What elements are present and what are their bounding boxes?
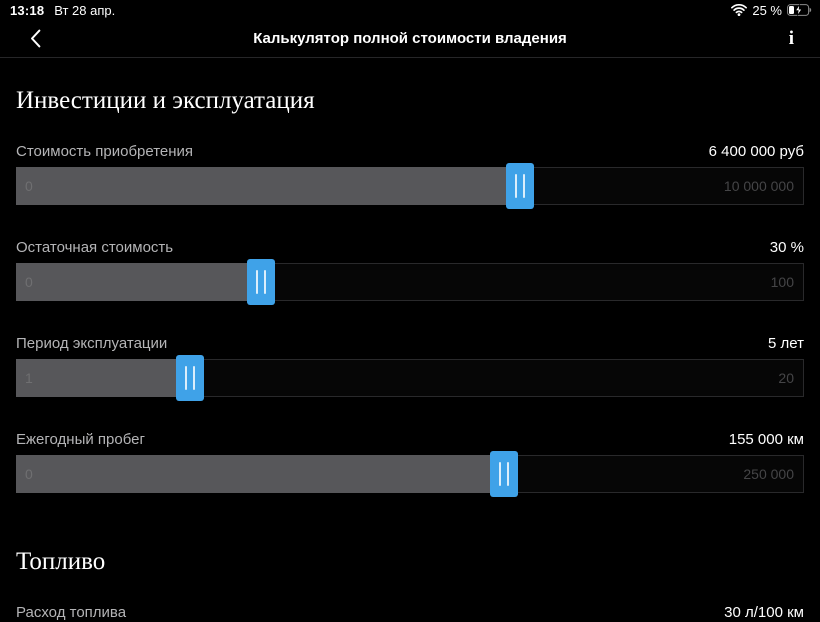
- battery-charging-icon: [787, 4, 812, 16]
- slider-thumb-operation-period[interactable]: [175, 355, 204, 401]
- status-date: Вт 28 апр.: [54, 2, 116, 18]
- slider-track-operation-period[interactable]: 1 20: [16, 355, 804, 401]
- slider-max-label: 100: [770, 274, 794, 290]
- slider-row-annual-mileage: Ежегодный пробег 155 000 км 0 250 000: [16, 431, 804, 497]
- slider-fill: [16, 455, 504, 493]
- slider-max-label: 250 000: [743, 466, 794, 482]
- slider-row-operation-period: Период эксплуатации 5 лет 1 20: [16, 335, 804, 401]
- slider-fill: [16, 263, 260, 301]
- slider-label: Ежегодный пробег: [16, 431, 145, 448]
- slider-thumb-residual-value[interactable]: [246, 259, 275, 305]
- slider-label: Период эксплуатации: [16, 335, 168, 352]
- slider-fill: [16, 359, 189, 397]
- section-title-investments: Инвестиции и эксплуатация: [16, 87, 315, 114]
- slider-row-residual-value: Остаточная стоимость 30 % 0 100: [16, 239, 804, 305]
- slider-min-label: 0: [25, 466, 33, 482]
- chevron-left-icon: [30, 29, 41, 48]
- slider-value: 30 л/100 км: [724, 604, 804, 621]
- slider-row-fuel-consumption: Расход топлива 30 л/100 км: [16, 604, 804, 622]
- slider-row-purchase-price: Стоимость приобретения 6 400 000 руб 0 1…: [16, 143, 804, 209]
- info-button[interactable]: i: [789, 20, 794, 57]
- nav-bar: Калькулятор полной стоимости владения i: [0, 20, 820, 58]
- slider-max-label: 10 000 000: [723, 178, 794, 194]
- main-content: Инвестиции и эксплуатация Стоимость прио…: [0, 87, 820, 622]
- slider-track-residual-value[interactable]: 0 100: [16, 259, 804, 305]
- slider-label: Расход топлива: [16, 604, 127, 621]
- slider-track-annual-mileage[interactable]: 0 250 000: [16, 451, 804, 497]
- slider-value: 5 лет: [768, 335, 804, 352]
- slider-min-label: 0: [25, 178, 33, 194]
- slider-thumb-purchase-price[interactable]: [506, 163, 535, 209]
- info-icon: i: [788, 27, 794, 49]
- status-time: 13:18: [10, 2, 45, 18]
- back-button[interactable]: [22, 20, 49, 57]
- slider-thumb-annual-mileage[interactable]: [490, 451, 519, 497]
- slider-value: 30 %: [769, 239, 804, 256]
- slider-max-label: 20: [778, 370, 794, 386]
- section-title-fuel: Топливо: [16, 548, 106, 575]
- wifi-icon: [731, 4, 748, 16]
- slider-value: 155 000 км: [728, 431, 804, 448]
- slider-label: Стоимость приобретения: [16, 143, 194, 160]
- slider-min-label: 0: [25, 274, 33, 290]
- slider-label: Остаточная стоимость: [16, 239, 174, 256]
- status-bar: 13:18 Вт 28 апр. 25 %: [0, 0, 820, 20]
- battery-percent: 25 %: [752, 2, 782, 18]
- slider-fill: [16, 167, 520, 205]
- slider-min-label: 1: [25, 370, 33, 386]
- slider-track-purchase-price[interactable]: 0 10 000 000: [16, 163, 804, 209]
- slider-value: 6 400 000 руб: [708, 143, 804, 160]
- page-title: Калькулятор полной стоимости владения: [253, 30, 567, 47]
